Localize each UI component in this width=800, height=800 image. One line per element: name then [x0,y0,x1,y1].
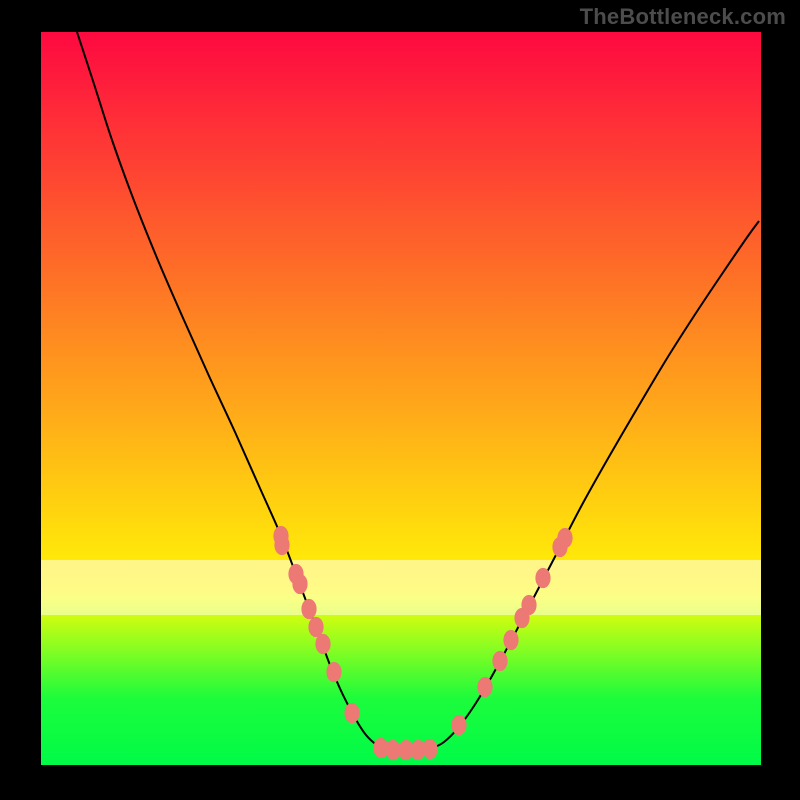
plot-area [41,32,761,765]
curve-marker [327,663,341,682]
watermark-text: TheBottleneck.com [580,4,786,30]
curve-marker [293,575,307,594]
curve-marker [558,529,572,548]
curve-marker [478,678,492,697]
curve-marker [536,569,550,588]
curve-marker [316,635,330,654]
curve-marker [423,740,437,759]
pale-band [41,560,761,615]
gradient-background [41,32,761,765]
curve-marker [275,536,289,555]
curve-marker [386,741,400,760]
curve-marker [504,631,518,650]
curve-marker [345,704,359,723]
curve-marker [522,596,536,615]
chart-stage: TheBottleneck.com [0,0,800,800]
curve-marker [309,618,323,637]
chart-svg [0,0,800,800]
curve-marker [302,600,316,619]
curve-marker [493,652,507,671]
curve-marker [452,716,466,735]
